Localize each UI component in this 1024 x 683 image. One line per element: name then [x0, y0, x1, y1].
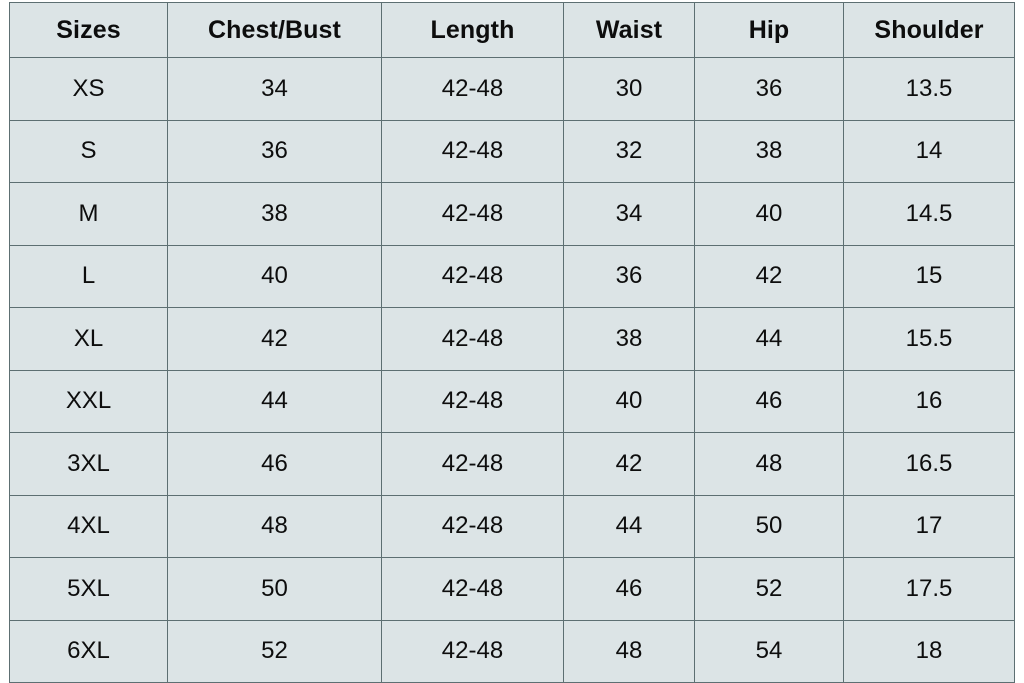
cell-hip: 48	[694, 432, 844, 496]
cell-size: M	[9, 182, 168, 246]
cell-shoulder: 18	[843, 619, 1015, 683]
table-row: L 40 42-48 36 42 15	[9, 244, 1015, 308]
table-row: 5XL 50 42-48 46 52 17.5	[9, 557, 1015, 621]
table-row: XL 42 42-48 38 44 15.5	[9, 307, 1015, 371]
cell-shoulder: 15	[843, 244, 1015, 308]
size-chart-table: Sizes Chest/Bust Length Waist Hip Should…	[9, 2, 1015, 683]
cell-waist: 30	[563, 57, 695, 121]
cell-length: 42-48	[381, 369, 564, 433]
table-row: 4XL 48 42-48 44 50 17	[9, 494, 1015, 558]
cell-waist: 42	[563, 432, 695, 496]
cell-length: 42-48	[381, 494, 564, 558]
cell-shoulder: 14	[843, 119, 1015, 183]
table-row: XXL 44 42-48 40 46 16	[9, 369, 1015, 433]
cell-chest: 38	[167, 182, 382, 246]
cell-size: 6XL	[9, 619, 168, 683]
table-row: XS 34 42-48 30 36 13.5	[9, 57, 1015, 121]
cell-chest: 46	[167, 432, 382, 496]
cell-size: XXL	[9, 369, 168, 433]
cell-size: S	[9, 119, 168, 183]
table-body: XS 34 42-48 30 36 13.5 S 36 42-48 32 38 …	[9, 57, 1015, 683]
cell-size: 5XL	[9, 557, 168, 621]
cell-size: XL	[9, 307, 168, 371]
column-header-hip: Hip	[694, 2, 844, 58]
cell-hip: 44	[694, 307, 844, 371]
cell-chest: 48	[167, 494, 382, 558]
table-row: 6XL 52 42-48 48 54 18	[9, 619, 1015, 683]
cell-waist: 38	[563, 307, 695, 371]
cell-length: 42-48	[381, 57, 564, 121]
cell-waist: 36	[563, 244, 695, 308]
cell-hip: 38	[694, 119, 844, 183]
cell-waist: 48	[563, 619, 695, 683]
cell-chest: 50	[167, 557, 382, 621]
cell-length: 42-48	[381, 307, 564, 371]
cell-shoulder: 13.5	[843, 57, 1015, 121]
cell-chest: 42	[167, 307, 382, 371]
cell-shoulder: 15.5	[843, 307, 1015, 371]
table-row: M 38 42-48 34 40 14.5	[9, 182, 1015, 246]
cell-chest: 40	[167, 244, 382, 308]
cell-hip: 54	[694, 619, 844, 683]
cell-length: 42-48	[381, 244, 564, 308]
cell-waist: 40	[563, 369, 695, 433]
cell-shoulder: 14.5	[843, 182, 1015, 246]
table-row: 3XL 46 42-48 42 48 16.5	[9, 432, 1015, 496]
column-header-shoulder: Shoulder	[843, 2, 1015, 58]
cell-chest: 34	[167, 57, 382, 121]
cell-length: 42-48	[381, 182, 564, 246]
column-header-waist: Waist	[563, 2, 695, 58]
cell-size: XS	[9, 57, 168, 121]
header-row: Sizes Chest/Bust Length Waist Hip Should…	[9, 2, 1015, 58]
cell-shoulder: 16	[843, 369, 1015, 433]
cell-hip: 50	[694, 494, 844, 558]
size-chart-container: Sizes Chest/Bust Length Waist Hip Should…	[9, 2, 1015, 683]
cell-hip: 52	[694, 557, 844, 621]
cell-waist: 34	[563, 182, 695, 246]
cell-chest: 52	[167, 619, 382, 683]
cell-hip: 42	[694, 244, 844, 308]
cell-length: 42-48	[381, 557, 564, 621]
cell-size: 4XL	[9, 494, 168, 558]
cell-length: 42-48	[381, 619, 564, 683]
cell-hip: 46	[694, 369, 844, 433]
cell-length: 42-48	[381, 119, 564, 183]
cell-hip: 36	[694, 57, 844, 121]
column-header-length: Length	[381, 2, 564, 58]
column-header-chest: Chest/Bust	[167, 2, 382, 58]
cell-shoulder: 16.5	[843, 432, 1015, 496]
cell-shoulder: 17.5	[843, 557, 1015, 621]
cell-chest: 44	[167, 369, 382, 433]
cell-waist: 44	[563, 494, 695, 558]
table-row: S 36 42-48 32 38 14	[9, 119, 1015, 183]
cell-length: 42-48	[381, 432, 564, 496]
cell-chest: 36	[167, 119, 382, 183]
cell-size: 3XL	[9, 432, 168, 496]
cell-shoulder: 17	[843, 494, 1015, 558]
column-header-sizes: Sizes	[9, 2, 168, 58]
cell-hip: 40	[694, 182, 844, 246]
cell-waist: 32	[563, 119, 695, 183]
cell-size: L	[9, 244, 168, 308]
table-header: Sizes Chest/Bust Length Waist Hip Should…	[9, 2, 1015, 58]
cell-waist: 46	[563, 557, 695, 621]
